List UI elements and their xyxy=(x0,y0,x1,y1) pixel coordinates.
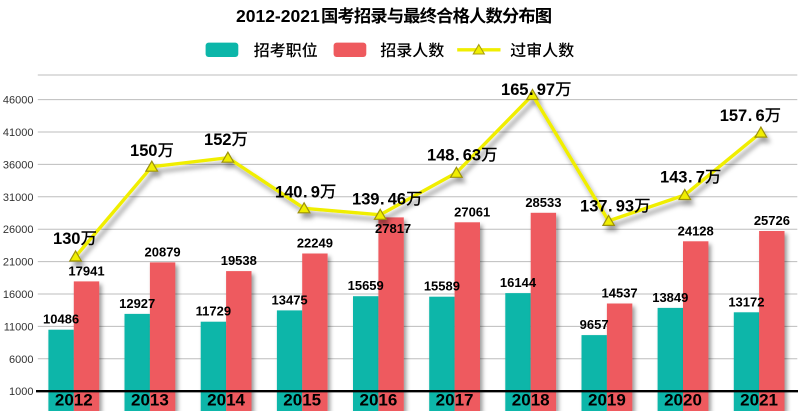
svg-text:9: 9 xyxy=(616,198,625,216)
svg-text:6: 6 xyxy=(510,81,519,99)
svg-text:.: . xyxy=(455,147,460,165)
svg-text:.: . xyxy=(529,81,534,99)
svg-text:2012: 2012 xyxy=(55,391,93,410)
svg-text:2: 2 xyxy=(222,131,231,149)
svg-text:.: . xyxy=(303,183,308,201)
svg-text:1: 1 xyxy=(130,142,139,160)
svg-text:.: . xyxy=(688,169,693,187)
svg-text:15659: 15659 xyxy=(348,278,384,293)
svg-text:.: . xyxy=(608,198,613,216)
svg-text:0: 0 xyxy=(293,183,302,201)
svg-text:8: 8 xyxy=(445,147,454,165)
svg-text:21000: 21000 xyxy=(3,257,34,269)
svg-text:20879: 20879 xyxy=(145,244,181,259)
svg-text:3: 3 xyxy=(678,169,687,187)
svg-text:1: 1 xyxy=(427,147,436,165)
svg-text:2019: 2019 xyxy=(588,391,626,410)
svg-text:41000: 41000 xyxy=(3,127,34,139)
svg-text:7: 7 xyxy=(546,81,555,99)
svg-text:13475: 13475 xyxy=(272,292,308,307)
svg-text:6: 6 xyxy=(463,147,472,165)
svg-text:16000: 16000 xyxy=(3,289,34,301)
svg-text:26000: 26000 xyxy=(3,224,34,236)
svg-text:11000: 11000 xyxy=(4,321,34,333)
svg-text:13849: 13849 xyxy=(652,290,688,305)
svg-text:.: . xyxy=(380,191,385,209)
svg-text:28533: 28533 xyxy=(525,195,561,210)
svg-text:22249: 22249 xyxy=(297,236,333,251)
svg-text:2017: 2017 xyxy=(436,391,474,410)
svg-text:9657: 9657 xyxy=(580,317,609,332)
svg-text:13172: 13172 xyxy=(728,294,764,309)
svg-text:3: 3 xyxy=(589,198,598,216)
svg-text:3: 3 xyxy=(361,191,370,209)
svg-text:1: 1 xyxy=(204,131,213,149)
svg-text:2015: 2015 xyxy=(283,391,321,410)
svg-text:9: 9 xyxy=(537,81,546,99)
svg-text:1: 1 xyxy=(501,81,510,99)
svg-text:19538: 19538 xyxy=(221,253,257,268)
svg-text:2018: 2018 xyxy=(512,391,550,410)
svg-text:7: 7 xyxy=(738,107,747,125)
svg-text:7: 7 xyxy=(598,198,607,216)
svg-text:0: 0 xyxy=(71,230,80,248)
svg-text:9: 9 xyxy=(311,183,320,201)
svg-text:7: 7 xyxy=(696,169,705,187)
svg-text:.: . xyxy=(748,107,753,125)
svg-text:17941: 17941 xyxy=(68,263,104,278)
svg-text:3: 3 xyxy=(472,147,481,165)
svg-text:6: 6 xyxy=(397,191,406,209)
svg-text:12927: 12927 xyxy=(119,296,155,311)
svg-text:4: 4 xyxy=(669,169,679,187)
svg-text:27061: 27061 xyxy=(454,204,490,219)
svg-text:2016: 2016 xyxy=(359,391,397,410)
svg-text:1: 1 xyxy=(53,230,62,248)
svg-text:5: 5 xyxy=(139,142,148,160)
svg-text:4: 4 xyxy=(388,191,398,209)
svg-text:2012-2021: 2012-2021 xyxy=(236,6,320,26)
svg-text:1: 1 xyxy=(720,107,729,125)
svg-text:10486: 10486 xyxy=(43,312,79,327)
svg-text:2013: 2013 xyxy=(131,391,169,410)
svg-text:6000: 6000 xyxy=(9,354,33,366)
svg-text:14537: 14537 xyxy=(602,286,638,301)
svg-text:31000: 31000 xyxy=(3,192,34,204)
svg-text:15589: 15589 xyxy=(424,279,460,294)
svg-text:2014: 2014 xyxy=(207,391,245,410)
svg-text:16144: 16144 xyxy=(500,275,537,290)
svg-text:11729: 11729 xyxy=(196,304,231,319)
svg-text:6: 6 xyxy=(756,107,765,125)
svg-text:46000: 46000 xyxy=(3,95,34,107)
svg-text:5: 5 xyxy=(519,81,528,99)
svg-text:2021: 2021 xyxy=(740,391,778,410)
svg-text:3: 3 xyxy=(625,198,634,216)
svg-text:4: 4 xyxy=(284,183,294,201)
svg-text:27817: 27817 xyxy=(375,221,411,236)
svg-text:1: 1 xyxy=(275,183,284,201)
svg-text:1: 1 xyxy=(352,191,361,209)
svg-text:4: 4 xyxy=(436,147,446,165)
svg-text:24128: 24128 xyxy=(678,223,714,238)
svg-text:5: 5 xyxy=(213,131,222,149)
svg-text:1: 1 xyxy=(580,198,589,216)
svg-text:36000: 36000 xyxy=(3,159,34,171)
svg-text:1000: 1000 xyxy=(9,386,33,398)
svg-text:1: 1 xyxy=(660,169,669,187)
svg-text:2020: 2020 xyxy=(664,391,702,410)
svg-text:5: 5 xyxy=(729,107,738,125)
svg-text:9: 9 xyxy=(370,191,379,209)
svg-text:25726: 25726 xyxy=(754,213,790,228)
svg-text:3: 3 xyxy=(62,230,71,248)
svg-text:0: 0 xyxy=(148,142,157,160)
